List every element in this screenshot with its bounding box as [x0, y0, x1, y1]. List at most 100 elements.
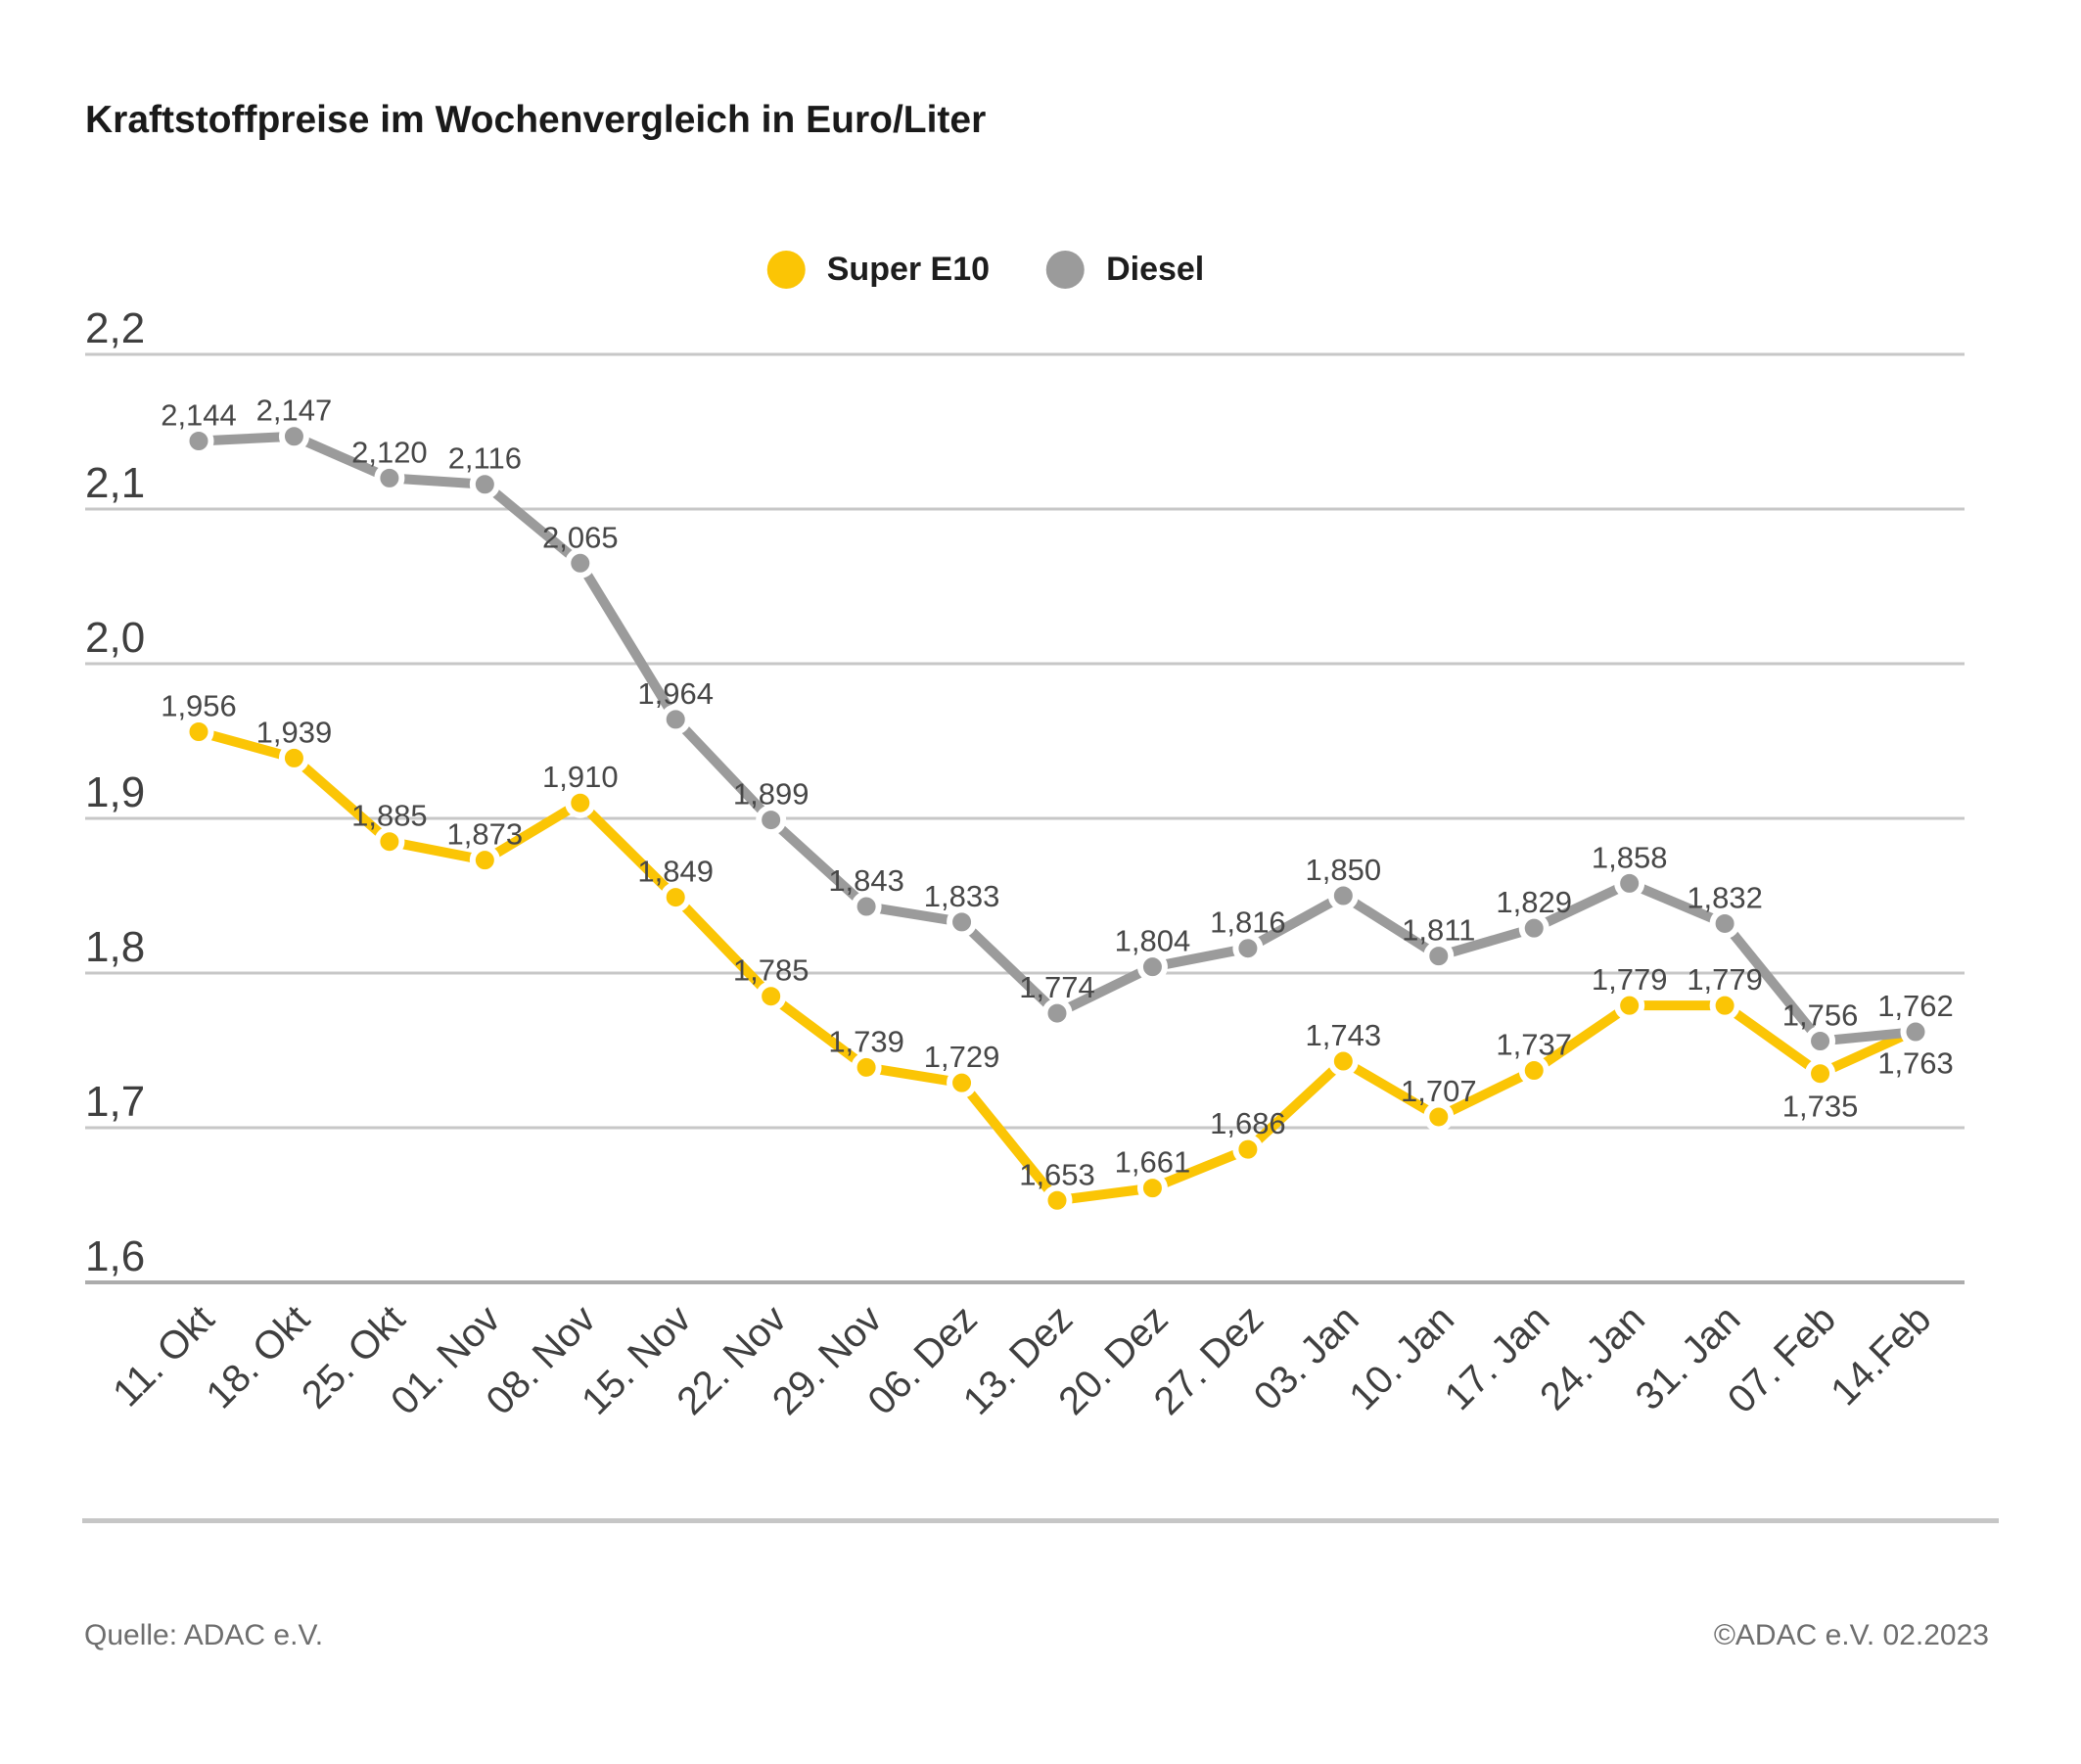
data-point-diesel: [278, 421, 309, 452]
data-point-diesel: [565, 547, 596, 579]
point-labels: 1,956 1,939 1,885 1,873 1,910 1,849 1,785 1,739…: [161, 394, 1954, 1192]
point-label-diesel: 1,964: [637, 676, 714, 711]
point-label-diesel: 1,756: [1782, 998, 1859, 1033]
point-label-super-e10: 1,910: [542, 760, 619, 794]
data-point-diesel: [183, 425, 214, 456]
point-label-super-e10: 1,661: [1115, 1145, 1191, 1180]
data-point-super-e10: [1423, 1101, 1455, 1133]
data-point-super-e10: [278, 742, 309, 773]
point-label-diesel: 1,899: [733, 777, 809, 812]
y-axis-labels: 2,2 2,1 2,0 1,9 1,8 1,7 1,6: [85, 304, 145, 1280]
point-label-super-e10: 1,939: [256, 715, 333, 749]
point-label-diesel: 1,774: [1019, 970, 1095, 1004]
x-tick-label: 07. Feb: [1720, 1297, 1844, 1421]
data-point-super-e10: [1805, 1058, 1836, 1090]
data-point-super-e10: [1518, 1055, 1549, 1087]
x-tick-label: 24. Jan: [1532, 1297, 1653, 1418]
data-point-diesel: [1518, 912, 1549, 944]
data-point-diesel: [1327, 880, 1359, 911]
data-point-super-e10: [756, 981, 787, 1012]
point-label-diesel: 1,850: [1306, 853, 1382, 887]
data-point-diesel: [374, 462, 405, 493]
data-point-super-e10: [565, 787, 596, 818]
y-tick-label: 2,0: [85, 614, 145, 662]
series-diesel: [183, 421, 1931, 1057]
data-point-diesel: [469, 469, 500, 500]
point-label-diesel: 1,811: [1402, 913, 1475, 948]
x-tick-label: 10. Jan: [1341, 1297, 1462, 1418]
x-tick-label: 11. Okt: [105, 1297, 222, 1415]
point-label-diesel: 1,833: [924, 879, 1000, 913]
point-label-super-e10: 1,885: [351, 799, 428, 833]
point-label-super-e10: 1,849: [637, 855, 714, 889]
point-label-diesel: 2,116: [448, 441, 522, 476]
y-tick-label: 1,6: [85, 1232, 145, 1280]
point-label-diesel: 1,858: [1592, 840, 1668, 874]
diesel-swatch-icon: [1046, 251, 1086, 289]
data-point-diesel: [1041, 998, 1073, 1029]
source-note: Quelle: ADAC e.V.: [84, 1619, 324, 1651]
footer-divider: [82, 1518, 1999, 1523]
data-point-super-e10: [1232, 1134, 1264, 1165]
y-tick-label: 1,8: [85, 923, 145, 971]
point-label-diesel: 1,832: [1687, 880, 1763, 914]
data-point-super-e10: [1327, 1045, 1359, 1077]
data-point-super-e10: [374, 826, 405, 858]
point-label-diesel: 2,144: [161, 397, 237, 432]
data-point-super-e10: [947, 1067, 978, 1098]
series-super-e10: [183, 717, 1931, 1216]
data-point-super-e10: [660, 882, 691, 913]
x-tick-label: 03. Jan: [1246, 1297, 1367, 1418]
y-tick-label: 2,2: [85, 304, 145, 352]
data-point-diesel: [756, 805, 787, 836]
point-label-diesel: 1,816: [1210, 905, 1286, 940]
copyright-note: ©ADAC e.V. 02.2023: [1713, 1619, 1989, 1651]
data-point-super-e10: [851, 1051, 882, 1083]
x-tick-label: 18. Okt: [199, 1297, 318, 1416]
point-label-diesel: 2,065: [542, 520, 619, 554]
point-label-super-e10: 1,779: [1687, 962, 1763, 997]
point-label-super-e10: 1,707: [1401, 1074, 1477, 1108]
point-label-diesel: 2,147: [256, 394, 333, 428]
grid-lines: [85, 352, 1965, 1284]
data-point-diesel: [1709, 907, 1740, 939]
data-point-super-e10: [1136, 1173, 1168, 1204]
point-label-super-e10: 1,735: [1782, 1090, 1859, 1124]
data-point-diesel: [1423, 941, 1455, 972]
chart-legend: Super E10 Diesel: [766, 251, 1204, 289]
x-tick-label: 14.Feb: [1823, 1297, 1939, 1414]
y-tick-label: 1,9: [85, 768, 145, 816]
data-point-diesel: [947, 906, 978, 938]
super-e10-swatch-icon: [766, 251, 806, 289]
point-label-diesel: 1,762: [1877, 989, 1954, 1023]
point-label-super-e10: 1,737: [1496, 1028, 1572, 1062]
point-label-super-e10: 1,686: [1210, 1106, 1286, 1140]
data-point-diesel: [1900, 1016, 1931, 1047]
y-tick-label: 1,7: [85, 1078, 145, 1126]
data-point-super-e10: [1614, 990, 1645, 1021]
data-point-diesel: [1614, 867, 1645, 899]
data-point-diesel: [1136, 952, 1168, 983]
legend-label-super-e10: Super E10: [826, 251, 991, 288]
data-point-super-e10: [469, 845, 500, 876]
point-label-super-e10: 1,739: [828, 1024, 904, 1058]
legend-item-super-e10: Super E10: [766, 251, 991, 289]
point-label-diesel: 1,804: [1115, 924, 1191, 958]
point-label-diesel: 1,843: [828, 863, 904, 898]
point-label-super-e10: 1,729: [924, 1040, 1000, 1074]
data-point-diesel: [660, 704, 691, 735]
data-point-super-e10: [1709, 990, 1740, 1021]
data-point-super-e10: [183, 717, 214, 748]
data-point-diesel: [1805, 1026, 1836, 1057]
point-label-super-e10: 1,653: [1019, 1157, 1095, 1191]
point-label-diesel: 1,829: [1496, 885, 1572, 919]
data-point-super-e10: [1041, 1184, 1073, 1216]
point-label-super-e10: 1,743: [1306, 1018, 1382, 1052]
series-line-diesel: [198, 431, 1917, 1046]
point-label-super-e10: 1,779: [1592, 962, 1668, 997]
y-tick-label: 2,1: [85, 459, 145, 507]
point-label-super-e10: 1,785: [733, 953, 809, 988]
